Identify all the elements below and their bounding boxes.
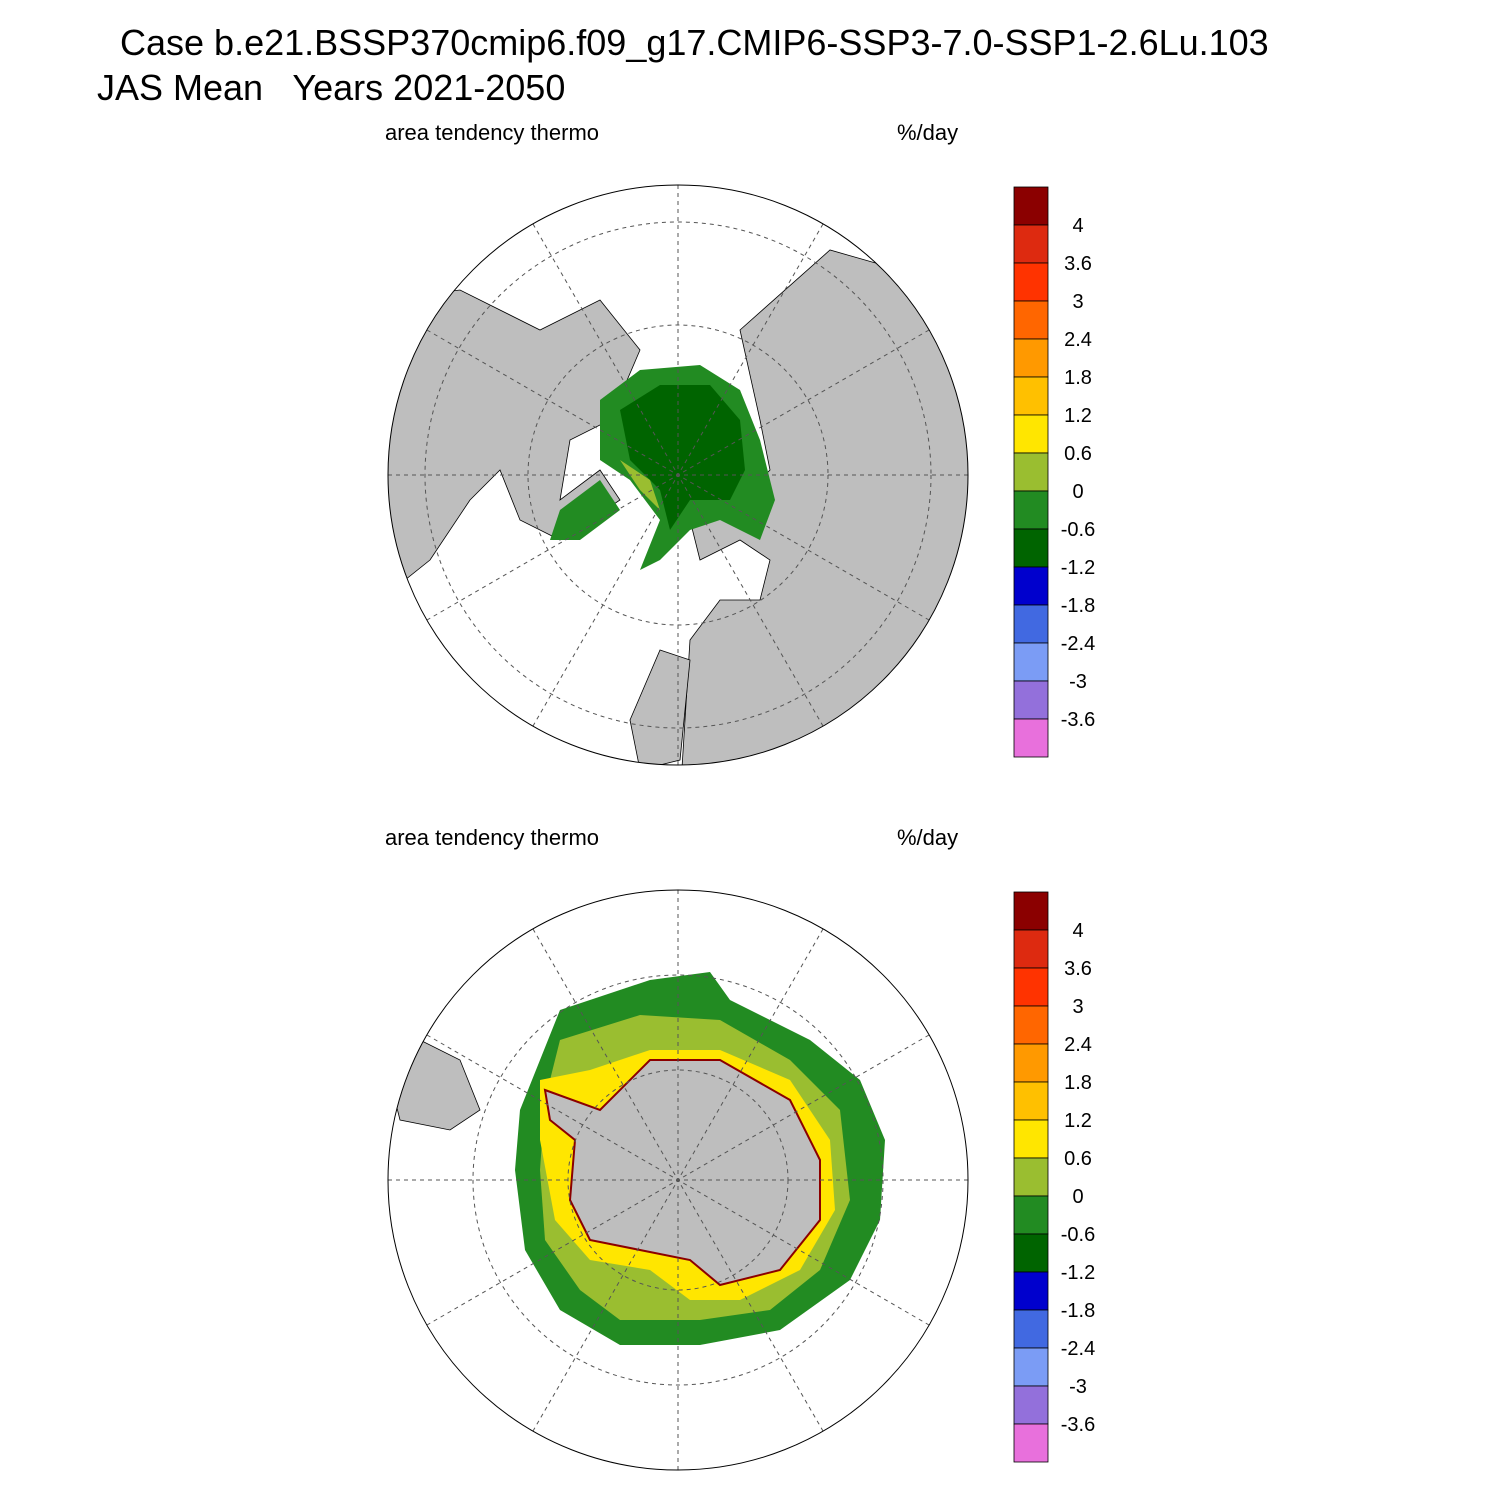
colorbar-label: 1.2	[1064, 1110, 1092, 1132]
colorbar-label: -2.4	[1061, 1338, 1095, 1360]
colorbar-box	[1013, 604, 1049, 644]
colorbar-label: -1.2	[1061, 1262, 1095, 1284]
colorbar-box	[1013, 1271, 1049, 1311]
colorbar-box	[1013, 1347, 1049, 1387]
colorbar-box	[1013, 414, 1049, 454]
colorbar-label: 1.8	[1064, 1072, 1092, 1094]
colorbar-label: 3	[1072, 291, 1083, 313]
colorbar-label: -3.6	[1061, 709, 1095, 731]
colorbar-label: 0.6	[1064, 1148, 1092, 1170]
colorbar-box	[1013, 300, 1049, 340]
colorbar-box	[1013, 338, 1049, 378]
colorbar-box	[1013, 1385, 1049, 1425]
colorbar-label: -0.6	[1061, 1224, 1095, 1246]
colorbar-label: -0.6	[1061, 519, 1095, 541]
colorbar-label: 4	[1072, 215, 1083, 237]
colorbar-label: 0	[1072, 481, 1083, 503]
colorbar-box	[1013, 1043, 1049, 1083]
colorbar-box	[1013, 528, 1049, 568]
colorbar-box	[1013, 680, 1049, 720]
colorbar-box	[1013, 1081, 1049, 1121]
panel-units: %/day	[897, 825, 958, 850]
panel-left-title: area tendency thermo	[385, 825, 599, 850]
colorbar-box	[1013, 1157, 1049, 1197]
colorbar-label: 3.6	[1064, 958, 1092, 980]
colorbar-box	[1013, 967, 1049, 1007]
panel-units: %/day	[897, 120, 958, 145]
arctic-map	[387, 184, 969, 766]
colorbar-box	[1013, 929, 1049, 969]
panel-left-title: area tendency thermo	[385, 120, 599, 145]
colorbar-label: 1.8	[1064, 367, 1092, 389]
colorbar-box	[1013, 1119, 1049, 1159]
colorbar-box	[1013, 1309, 1049, 1349]
colorbar-box	[1013, 1423, 1049, 1463]
colorbar-label: 0	[1072, 1186, 1083, 1208]
colorbar-label: 2.4	[1064, 329, 1092, 351]
colorbar-box	[1013, 642, 1049, 682]
colorbar-box	[1013, 1233, 1049, 1273]
colorbar-label: 4	[1072, 920, 1083, 942]
colorbar-box	[1013, 376, 1049, 416]
colorbar-label: 1.2	[1064, 405, 1092, 427]
colorbar-label: 0.6	[1064, 443, 1092, 465]
colorbar-box	[1013, 262, 1049, 302]
colorbar-box	[1013, 1005, 1049, 1045]
colorbar-box	[1013, 566, 1049, 606]
colorbar-label: -3.6	[1061, 1414, 1095, 1436]
colorbar-label: -2.4	[1061, 633, 1095, 655]
colorbar-label: -1.2	[1061, 557, 1095, 579]
colorbar-label: -1.8	[1061, 1300, 1095, 1322]
colorbar-label: 2.4	[1064, 1034, 1092, 1056]
colorbar-label: 3.6	[1064, 253, 1092, 275]
antarctic-map	[387, 889, 969, 1471]
colorbar-box	[1013, 1195, 1049, 1235]
colorbar-box	[1013, 186, 1049, 226]
colorbar-label: -1.8	[1061, 595, 1095, 617]
colorbar-label: 3	[1072, 996, 1083, 1018]
colorbar-box	[1013, 452, 1049, 492]
colorbar-box	[1013, 224, 1049, 264]
colorbar-box	[1013, 490, 1049, 530]
colorbar-box	[1013, 891, 1049, 931]
colorbar-label: -3	[1069, 671, 1087, 693]
subtitle: JAS Mean Years 2021-2050	[97, 67, 565, 108]
colorbar-label: -3	[1069, 1376, 1087, 1398]
title: Case b.e21.BSSP370cmip6.f09_g17.CMIP6-SS…	[120, 22, 1269, 63]
colorbar-box	[1013, 718, 1049, 758]
